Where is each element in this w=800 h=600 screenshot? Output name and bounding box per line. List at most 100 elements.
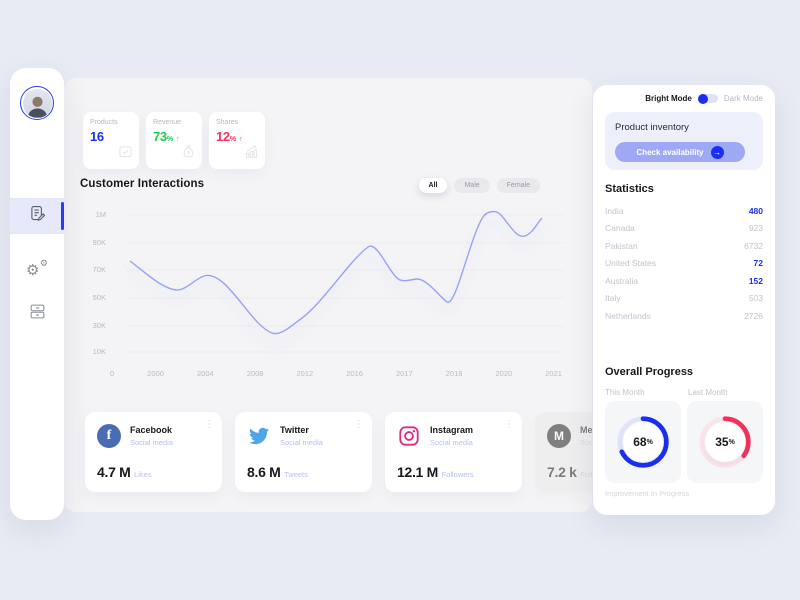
- country-label: Pakistan: [605, 240, 638, 251]
- avatar-photo: [22, 88, 52, 118]
- country-value: 72: [753, 258, 763, 269]
- document-edit-icon: [28, 204, 47, 228]
- check-availability-button[interactable]: Check availability →: [615, 142, 745, 162]
- stat-unit: %: [166, 136, 173, 143]
- x-axis-label: 2018: [445, 369, 463, 378]
- chart-filters: All Male Female: [418, 178, 540, 193]
- sidebar-item-reports[interactable]: [10, 198, 64, 234]
- country-value: 152: [748, 275, 763, 286]
- percent-sign: %: [646, 438, 653, 446]
- stat-card-shares: Shares 12% ↑: [209, 112, 265, 169]
- country-label: Italy: [605, 293, 621, 304]
- kebab-menu-icon[interactable]: ⋮: [504, 419, 514, 430]
- donut-ring: [617, 416, 669, 468]
- sidebar-item-settings[interactable]: ⚙ ⚙: [10, 252, 64, 288]
- social-value: 12.1 M: [397, 464, 438, 480]
- stat-unit: %: [229, 136, 236, 143]
- stat-value: 73: [153, 129, 167, 144]
- progress-percent: 68: [633, 435, 647, 449]
- x-axis-label: 0: [110, 369, 115, 378]
- statistics-row: Australia 152: [605, 272, 763, 290]
- stat-value: 16: [90, 129, 104, 144]
- last-month-label: Last Month: [688, 388, 728, 397]
- social-value: 7.2 k: [547, 464, 577, 480]
- statistics-row: Pakistan 6732: [605, 237, 763, 255]
- bar-growth-icon: [243, 143, 260, 165]
- chart-line: [129, 210, 543, 335]
- statistics-row: India 480: [605, 202, 763, 220]
- filter-female[interactable]: Female: [496, 178, 540, 193]
- trend-up-icon: ↑: [239, 136, 243, 143]
- inventory-title: Product inventory: [615, 122, 689, 133]
- y-axis-label: 70K: [92, 265, 106, 274]
- social-name: Instagram: [430, 425, 474, 435]
- kebab-menu-icon[interactable]: ⋮: [354, 419, 364, 430]
- country-value: 6732: [744, 240, 763, 251]
- social-subtitle: Social media: [430, 438, 473, 447]
- mode-toggle-row: Bright Mode Dark Mode: [645, 93, 763, 104]
- progress-card-last-month: 35%: [687, 401, 763, 483]
- social-card-twitter: Twitter Social media ⋮ 8.6 M Tweets: [235, 412, 372, 492]
- country-value: 503: [748, 293, 763, 304]
- y-axis-label: 1M: [95, 210, 106, 219]
- social-name: Medium: [580, 425, 592, 435]
- filter-all[interactable]: All: [418, 178, 448, 193]
- arrow-right-icon: →: [710, 145, 724, 159]
- donut-ring: [699, 416, 751, 468]
- kebab-menu-icon[interactable]: ⋮: [204, 419, 214, 430]
- sidebar: ⚙ ⚙: [10, 68, 64, 520]
- social-card-instagram: Instagram Social media ⋮ 12.1 M Follower…: [385, 412, 522, 492]
- country-label: United States: [605, 258, 657, 269]
- country-value: 480: [748, 205, 763, 216]
- statistics-row: Italy 503: [605, 290, 763, 308]
- archive-drawer-icon: [28, 302, 47, 326]
- x-axis-label: 2004: [196, 369, 214, 378]
- country-label: Australia: [605, 275, 639, 286]
- stat-label: Products: [90, 119, 118, 126]
- stat-label: Shares: [216, 119, 239, 126]
- country-value: 2726: [744, 310, 763, 321]
- bright-mode-label: Bright Mode: [645, 94, 692, 103]
- sidebar-item-archive[interactable]: [10, 296, 64, 332]
- social-card-facebook: f Facebook Social media ⋮ 4.7 M Likes: [85, 412, 222, 492]
- statistics-row: United States 72: [605, 255, 763, 273]
- social-value: 8.6 M: [247, 464, 281, 480]
- social-subtitle: Social media: [130, 438, 173, 447]
- social-name: Facebook: [130, 425, 173, 435]
- chart-title: Customer Interactions: [80, 178, 205, 190]
- stat-label: Revenue: [153, 119, 182, 126]
- x-axis-label: 2020: [495, 369, 513, 378]
- medium-icon: M: [547, 424, 571, 448]
- chart-plot-area: [126, 210, 564, 353]
- social-metric: Likes: [134, 470, 152, 479]
- x-axis-label: 2008: [246, 369, 264, 378]
- y-axis-label: 30K: [92, 321, 106, 330]
- right-panel: Bright Mode Dark Mode Product inventory …: [593, 85, 775, 515]
- product-inventory-card: Product inventory Check availability →: [605, 112, 763, 170]
- x-axis: 0 2000 2004 2008 2012 2016 2017 2018 202…: [110, 369, 562, 378]
- mode-toggle[interactable]: [697, 93, 718, 104]
- x-axis-label: 2017: [395, 369, 413, 378]
- stat-card-products: Products 16: [83, 112, 139, 169]
- progress-footnote: Improvement In Progress: [605, 489, 690, 498]
- instagram-icon: [397, 424, 421, 448]
- statistics-row: Canada 923: [605, 220, 763, 238]
- money-bag-icon: [180, 143, 197, 165]
- x-axis-label: 2016: [346, 369, 363, 378]
- social-value: 4.7 M: [97, 464, 131, 480]
- country-value: 923: [748, 223, 763, 234]
- social-metric: Followers: [441, 470, 474, 479]
- social-metric: Followers: [580, 470, 592, 479]
- filter-male[interactable]: Male: [454, 178, 490, 193]
- progress-percent: 35: [715, 435, 729, 449]
- y-axis-label: 90K: [92, 238, 106, 247]
- user-avatar[interactable]: [20, 86, 54, 120]
- progress-card-this-month: 68%: [605, 401, 681, 483]
- country-label: Netherlands: [605, 310, 651, 321]
- statistics-title: Statistics: [605, 183, 654, 195]
- country-label: India: [605, 205, 624, 216]
- social-name: Twitter: [280, 425, 309, 435]
- country-label: Canada: [605, 223, 635, 234]
- x-axis-label: 2021: [545, 369, 562, 378]
- trend-up-icon: ↑: [176, 136, 180, 143]
